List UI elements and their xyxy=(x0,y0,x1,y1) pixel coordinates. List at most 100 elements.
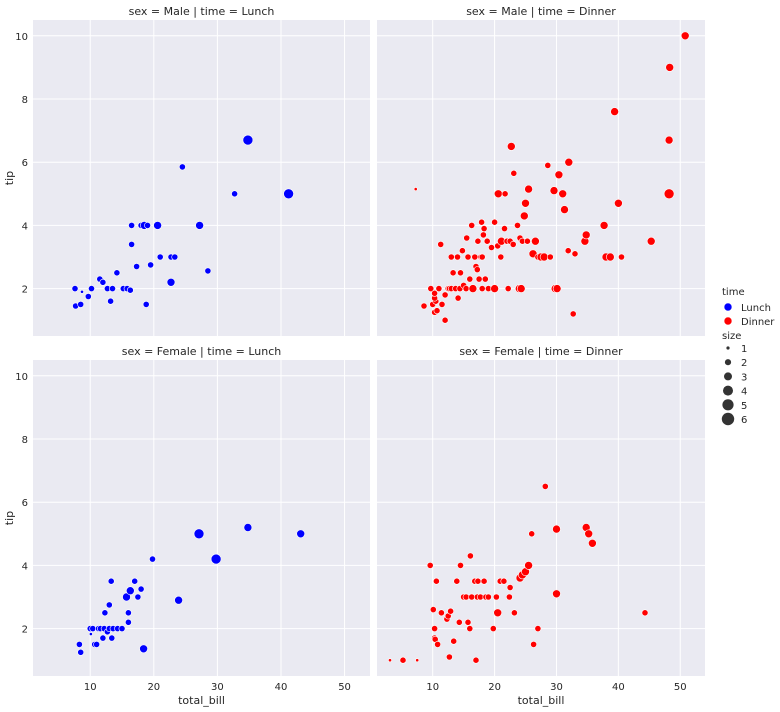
data-point xyxy=(457,269,464,277)
data-point xyxy=(488,244,495,251)
x-axis-label: total_bill xyxy=(178,694,225,707)
data-point xyxy=(588,538,597,548)
data-point xyxy=(646,236,656,246)
data-point xyxy=(107,577,115,585)
data-point xyxy=(510,169,518,177)
data-point xyxy=(178,163,186,171)
data-point xyxy=(472,656,480,664)
y-tick-label: 10 xyxy=(15,372,28,383)
data-point xyxy=(489,625,497,632)
data-point xyxy=(484,593,492,601)
data-point xyxy=(126,586,135,596)
y-tick-label: 2 xyxy=(22,285,28,296)
data-point xyxy=(599,221,609,230)
data-point xyxy=(531,236,540,246)
data-point xyxy=(147,261,154,269)
data-point xyxy=(84,293,92,300)
data-point xyxy=(463,234,471,242)
data-point xyxy=(509,240,517,248)
data-point xyxy=(438,300,446,308)
data-point xyxy=(454,294,462,302)
data-point xyxy=(437,609,445,617)
legend-size-label: 6 xyxy=(741,415,747,426)
data-point xyxy=(552,284,562,293)
data-point xyxy=(80,289,84,294)
data-point xyxy=(474,577,482,585)
data-point xyxy=(457,562,464,569)
data-point xyxy=(122,592,131,602)
x-tick-label: 20 xyxy=(147,682,160,693)
data-point xyxy=(480,225,488,232)
data-point xyxy=(524,237,531,245)
data-point xyxy=(124,609,132,617)
data-point xyxy=(139,644,148,654)
data-point xyxy=(156,253,164,261)
facet-panel-0: sex = Male | time = Lunch 2 4 6 8 10 tip xyxy=(3,5,370,336)
legend-hue-title: time xyxy=(722,287,745,298)
data-point xyxy=(195,221,204,230)
data-point xyxy=(243,523,253,532)
data-point xyxy=(560,205,569,214)
data-point xyxy=(492,593,500,601)
data-point xyxy=(506,584,514,591)
data-point xyxy=(610,107,619,116)
data-point xyxy=(462,285,470,292)
data-point xyxy=(231,190,238,198)
data-point xyxy=(554,170,564,180)
data-point xyxy=(128,240,135,248)
data-point xyxy=(101,609,109,617)
x-tick-label: 10 xyxy=(84,682,97,693)
data-point xyxy=(128,221,135,229)
data-point xyxy=(458,247,466,255)
data-point xyxy=(441,291,449,299)
legend-size-marker xyxy=(724,359,732,366)
data-point xyxy=(113,269,121,277)
data-point xyxy=(296,529,306,539)
data-point xyxy=(663,188,675,200)
plot-background xyxy=(377,360,705,676)
data-point xyxy=(434,641,441,648)
data-point xyxy=(569,310,577,318)
data-point xyxy=(584,529,594,539)
data-point xyxy=(493,608,503,618)
plot-background xyxy=(33,20,370,336)
data-point xyxy=(449,269,457,277)
data-point xyxy=(413,187,418,192)
facet-panel-3: sex = Female | time = Dinner 10 20 30 40 50 to… xyxy=(377,345,705,707)
data-point xyxy=(447,607,454,615)
data-point xyxy=(462,593,470,601)
y-tick-label: 6 xyxy=(22,498,28,509)
data-point xyxy=(664,135,674,145)
data-point xyxy=(618,253,625,261)
data-point xyxy=(491,218,498,226)
data-point xyxy=(519,211,529,221)
data-point xyxy=(473,266,481,273)
data-point xyxy=(641,609,649,617)
legend-size-marker xyxy=(721,412,735,426)
data-point xyxy=(454,253,461,261)
data-point xyxy=(99,634,107,642)
data-point xyxy=(455,618,463,626)
legend-size-marker xyxy=(722,399,734,411)
data-point xyxy=(504,285,512,292)
data-point xyxy=(71,285,79,292)
facet-panel-1: sex = Male | time = Dinner xyxy=(377,5,705,336)
data-point xyxy=(77,648,85,656)
data-point xyxy=(483,237,491,245)
data-point xyxy=(581,230,591,240)
data-point xyxy=(474,237,482,245)
data-point xyxy=(511,609,518,617)
data-point xyxy=(539,252,549,262)
legend-label-lunch: Lunch xyxy=(741,303,771,314)
y-tick-label: 8 xyxy=(22,435,28,446)
data-point xyxy=(77,300,85,308)
data-point xyxy=(471,253,479,261)
data-point xyxy=(399,656,407,664)
data-point xyxy=(133,263,140,270)
data-point xyxy=(500,577,508,585)
data-point xyxy=(89,632,93,636)
data-point xyxy=(242,134,254,146)
data-point xyxy=(437,240,445,248)
data-point xyxy=(447,253,455,261)
data-point xyxy=(549,186,559,195)
